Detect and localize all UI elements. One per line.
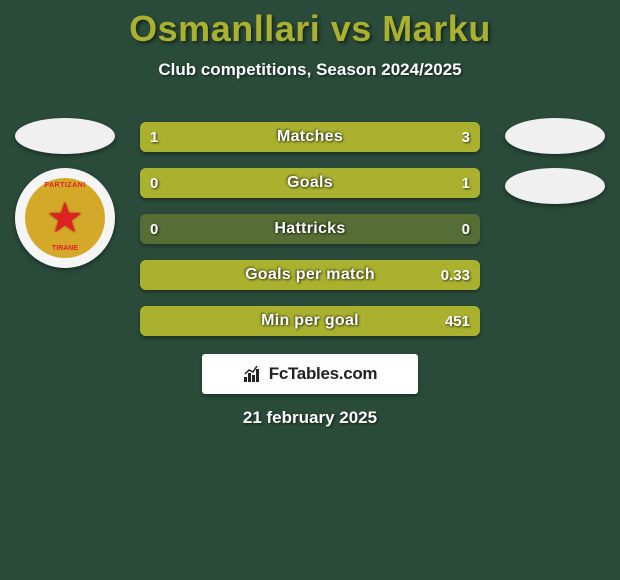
bar-label: Goals per match	[140, 260, 480, 290]
bar-label: Min per goal	[140, 306, 480, 336]
bar-value-right: 451	[445, 306, 470, 336]
bar-label: Matches	[140, 122, 480, 152]
bar-label: Goals	[140, 168, 480, 198]
left-player-column: PARTIZANI ★ TIRANE	[10, 118, 120, 268]
star-icon: ★	[46, 197, 84, 239]
bar-label: Hattricks	[140, 214, 480, 244]
subtitle: Club competitions, Season 2024/2025	[0, 60, 620, 80]
brand-text: FcTables.com	[269, 364, 378, 384]
stat-row-goals: Goals0 1	[140, 168, 480, 198]
bar-value-right: 3	[462, 122, 470, 152]
brand-badge[interactable]: FcTables.com	[202, 354, 418, 394]
left-club-text-bot: TIRANE	[52, 245, 78, 252]
stat-row-matches: Matches1 3	[140, 122, 480, 152]
stat-row-hattricks: Hattricks0 0	[140, 214, 480, 244]
content-area: Osmanllari vs Marku Club competitions, S…	[0, 0, 620, 80]
right-flag-placeholder	[505, 118, 605, 154]
bar-value-right: 0	[462, 214, 470, 244]
left-club-badge: PARTIZANI ★ TIRANE	[15, 168, 115, 268]
right-club-placeholder	[505, 168, 605, 204]
stat-row-goals-per-match: Goals per match0.33	[140, 260, 480, 290]
comparison-bars: Matches13Goals01Hattricks00Goals per mat…	[140, 122, 480, 352]
date-text: 21 february 2025	[0, 408, 620, 428]
bar-value-left: 1	[150, 122, 158, 152]
right-player-column	[500, 118, 610, 218]
bar-value-left: 0	[150, 168, 158, 198]
bar-value-right: 1	[462, 168, 470, 198]
bar-value-left: 0	[150, 214, 158, 244]
left-club-text-top: PARTIZANI	[44, 182, 85, 189]
stat-row-min-per-goal: Min per goal451	[140, 306, 480, 336]
page-title: Osmanllari vs Marku	[0, 8, 620, 50]
brand-chart-icon	[243, 364, 263, 384]
bar-value-right: 0.33	[441, 260, 470, 290]
left-flag-placeholder	[15, 118, 115, 154]
left-club-inner: PARTIZANI ★ TIRANE	[25, 178, 105, 258]
